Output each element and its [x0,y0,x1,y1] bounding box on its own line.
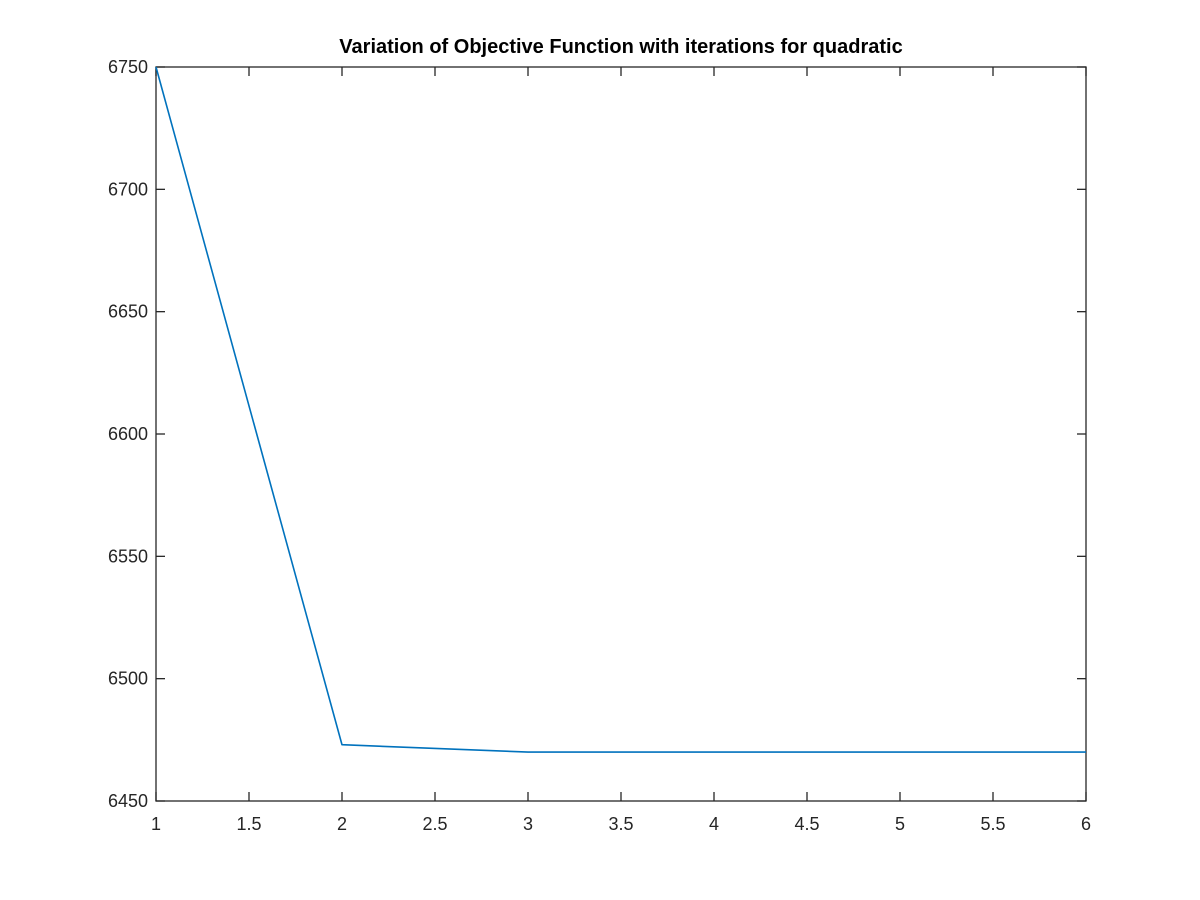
y-tick-label: 6750 [108,57,148,77]
x-tick-label: 3 [523,814,533,834]
y-tick-label: 6500 [108,669,148,689]
x-tick-label: 2 [337,814,347,834]
y-tick-label: 6450 [108,791,148,811]
series-group [155,66,1086,753]
x-tick-label: 5 [895,814,905,834]
x-tick-label: 6 [1081,814,1091,834]
x-tick-label: 3.5 [608,814,633,834]
series-line-0 [155,66,1086,753]
x-tick-label: 4.5 [794,814,819,834]
x-tick-label: 2.5 [422,814,447,834]
y-tick-label: 6650 [108,302,148,322]
y-tick-label: 6550 [108,546,148,566]
axes: 1 1.5 2 2.5 3 3.5 4 4.5 5 5.5 6 6450 6500 6550 6600 665… [108,57,1091,834]
plot-area-border [155,66,1087,802]
x-tick-label: 4 [709,814,719,834]
chart-title: Variation of Objective Function with ite… [339,36,902,58]
x-tick-label: 1.5 [236,814,261,834]
x-tick-label: 5.5 [980,814,1005,834]
y-tick-label: 6700 [108,179,148,199]
x-tick-label: 1 [151,814,161,834]
y-tick-label: 6600 [108,424,148,444]
